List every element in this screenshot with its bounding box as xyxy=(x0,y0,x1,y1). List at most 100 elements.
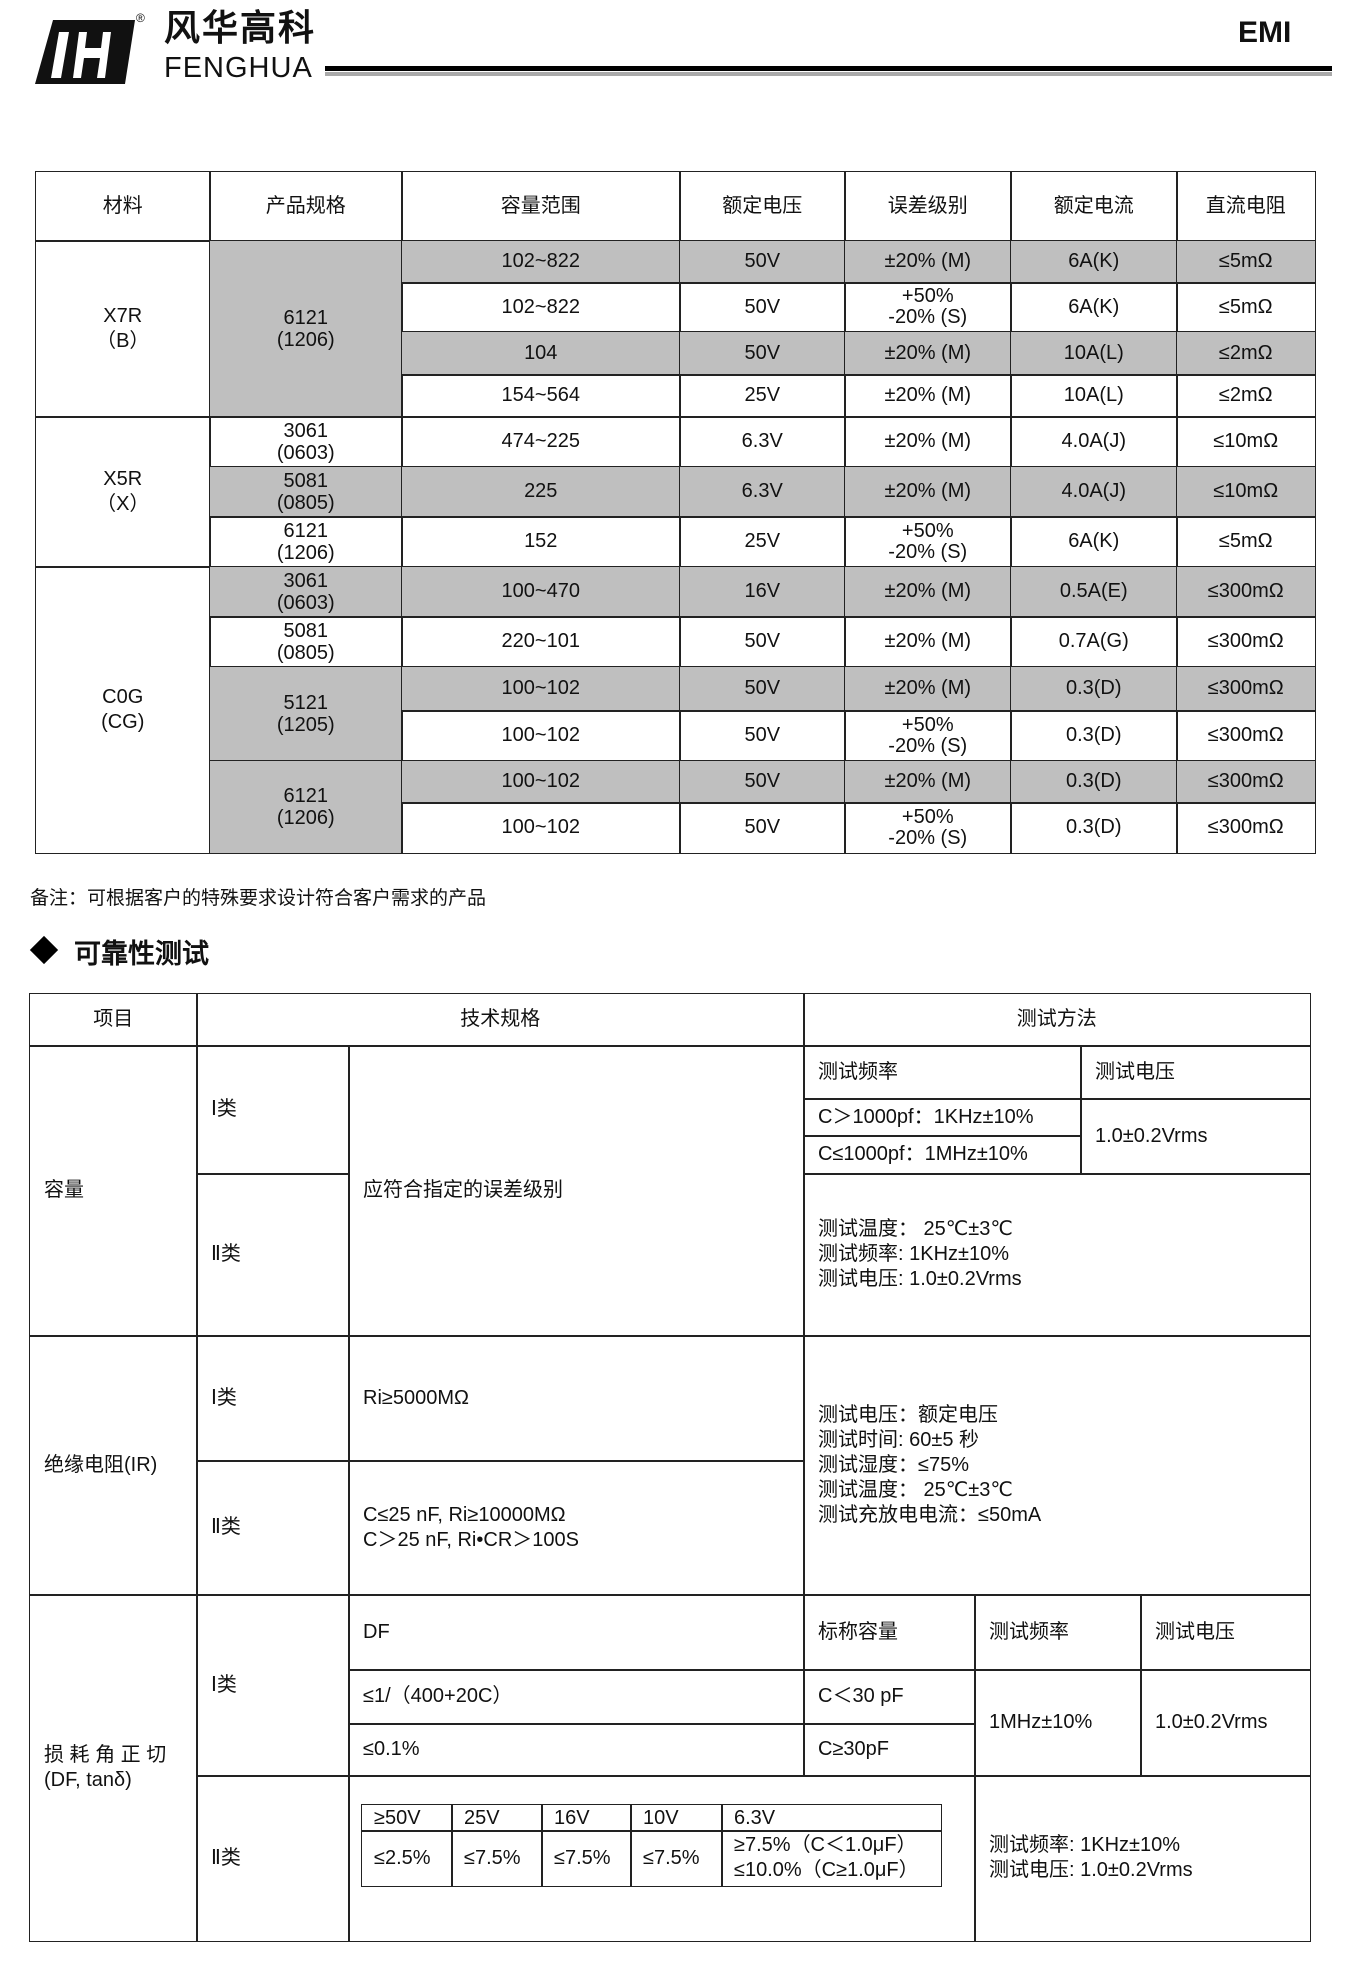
spec-cell: 5121 (1205) xyxy=(209,666,403,762)
df-limit: ≥7.5%（C＜1.0μF） ≤10.0%（C≥1.0μF） xyxy=(721,1830,942,1887)
note: 备注：可根据客户的特殊要求设计符合客户需求的产品 xyxy=(30,888,487,909)
voltage-header: 6.3V xyxy=(721,1804,942,1832)
table-cell: 测试电压 xyxy=(1140,1594,1311,1671)
table-cell: ≤300mΩ xyxy=(1176,566,1316,618)
table-cell: 0.3(D) xyxy=(1010,760,1178,804)
df-limit: ≤7.5% xyxy=(630,1830,723,1887)
column-header: 技术规格 xyxy=(196,993,805,1047)
column-header: 产品规格 xyxy=(209,171,403,242)
class-2: Ⅱ类 xyxy=(196,1775,350,1942)
table-cell: ≤0.1% xyxy=(348,1723,805,1777)
table-cell: 50V xyxy=(679,802,846,854)
table-cell: 0.3(D) xyxy=(1010,666,1178,712)
table-cell: ≤5mΩ xyxy=(1176,282,1316,333)
spec-cell: 6121 (1206) xyxy=(209,240,403,418)
header-rule-gray xyxy=(325,72,1332,76)
column-header: 材料 xyxy=(35,171,211,242)
table-cell: 6.3V xyxy=(679,466,846,518)
voltage-header: 25V xyxy=(451,1804,543,1832)
table-cell: 225 xyxy=(401,466,681,518)
item-df: 损 耗 角 正 切 (DF, tanδ) xyxy=(29,1594,198,1942)
spec-cell: 5081 (0805) xyxy=(209,466,403,518)
table-cell: 0.3(D) xyxy=(1010,802,1178,854)
table-cell: 6A(K) xyxy=(1010,240,1178,284)
df-limit: ≤7.5% xyxy=(541,1830,632,1887)
table-cell: 152 xyxy=(401,516,681,568)
table-cell: 100~102 xyxy=(401,802,681,854)
registered-mark: ® xyxy=(136,11,145,25)
table-cell: 50V xyxy=(679,760,846,804)
table-cell: 154~564 xyxy=(401,374,681,418)
table-cell: 100~102 xyxy=(401,666,681,712)
table-cell: Ri≥5000MΩ xyxy=(348,1335,805,1462)
table-cell: ±20% (M) xyxy=(844,374,1012,418)
brand-name-en: FENGHUA xyxy=(164,52,313,84)
table-cell: C＜30 pF xyxy=(803,1669,976,1725)
column-header: 直流电阻 xyxy=(1176,171,1316,242)
header-rule xyxy=(325,66,1332,71)
table-cell: 标称容量 xyxy=(803,1594,976,1671)
table-cell: 测试温度： 25℃±3℃ 测试频率: 1KHz±10% 测试电压: 1.0±0.… xyxy=(803,1173,1311,1337)
column-header: 额定电流 xyxy=(1010,171,1178,242)
table-cell: 25V xyxy=(679,516,846,568)
table-cell: ≤10mΩ xyxy=(1176,466,1316,518)
table-cell: ≤5mΩ xyxy=(1176,516,1316,568)
table-cell: 220~101 xyxy=(401,616,681,668)
spec-cell: 3061 (0603) xyxy=(209,416,403,468)
table-cell: 25V xyxy=(679,374,846,418)
table-cell: +50% -20% (S) xyxy=(844,516,1012,568)
table-cell: 102~822 xyxy=(401,282,681,333)
table-cell: 1.0±0.2Vrms xyxy=(1080,1098,1311,1175)
table-cell: 4.0A(J) xyxy=(1010,466,1178,518)
item-capacity: 容量 xyxy=(29,1045,198,1337)
spec-cell: 6121 (1206) xyxy=(209,760,403,854)
table-cell: 测试电压：额定电压 测试时间: 60±5 秒 测试湿度：≤75% 测试温度： 2… xyxy=(803,1335,1311,1596)
table-cell: 6A(K) xyxy=(1010,282,1178,333)
brand-name-cn: 风华高科 xyxy=(164,7,317,48)
table-cell: 100~102 xyxy=(401,710,681,762)
table-cell: ≤300mΩ xyxy=(1176,616,1316,668)
table-cell: 50V xyxy=(679,710,846,762)
table-cell: ≤300mΩ xyxy=(1176,802,1316,854)
table-cell: ≤300mΩ xyxy=(1176,666,1316,712)
table-cell: 50V xyxy=(679,616,846,668)
table-cell: 0.3(D) xyxy=(1010,710,1178,762)
table-cell: 测试频率 xyxy=(803,1045,1082,1100)
class-2: Ⅱ类 xyxy=(196,1173,350,1337)
table-cell: 测试电压 xyxy=(1080,1045,1311,1100)
column-header: 项目 xyxy=(29,993,198,1047)
table-cell: 100~470 xyxy=(401,566,681,618)
table-cell: ≤5mΩ xyxy=(1176,240,1316,284)
table-cell: 0.7A(G) xyxy=(1010,616,1178,668)
diamond-bullet-icon xyxy=(29,935,59,965)
item-ir: 绝缘电阻(IR) xyxy=(29,1335,198,1596)
class-1: Ⅰ类 xyxy=(196,1594,350,1777)
spec-cell: 3061 (0603) xyxy=(209,566,403,618)
table-cell: +50% -20% (S) xyxy=(844,710,1012,762)
table-cell: 50V xyxy=(679,331,846,376)
table-cell: 102~822 xyxy=(401,240,681,284)
table-cell: 4.0A(J) xyxy=(1010,416,1178,468)
column-header: 容量范围 xyxy=(401,171,681,242)
capacity-spec: 应符合指定的误差级别 xyxy=(348,1045,805,1337)
table-cell: 10A(L) xyxy=(1010,331,1178,376)
class-1: Ⅰ类 xyxy=(196,1335,350,1462)
table-cell: C≤25 nF, Ri≥10000MΩ C＞25 nF, Ri•CR＞100S xyxy=(348,1460,805,1596)
table-cell: 50V xyxy=(679,666,846,712)
df-limit: ≤2.5% xyxy=(361,1830,453,1887)
section-title: 可靠性测试 xyxy=(74,939,209,969)
column-header: 额定电压 xyxy=(679,171,846,242)
table-cell: ≤1/（400+20C） xyxy=(348,1669,805,1725)
df-limit: ≤7.5% xyxy=(451,1830,543,1887)
table-cell: ±20% (M) xyxy=(844,331,1012,376)
class-1: Ⅰ类 xyxy=(196,1045,350,1175)
table-cell: 50V xyxy=(679,240,846,284)
table-cell: ±20% (M) xyxy=(844,466,1012,518)
column-header: 误差级别 xyxy=(844,171,1012,242)
table-cell: 16V xyxy=(679,566,846,618)
table-cell: ±20% (M) xyxy=(844,616,1012,668)
table-cell: 100~102 xyxy=(401,760,681,804)
table-cell: 104 xyxy=(401,331,681,376)
table-cell: 474~225 xyxy=(401,416,681,468)
table-cell: ±20% (M) xyxy=(844,760,1012,804)
